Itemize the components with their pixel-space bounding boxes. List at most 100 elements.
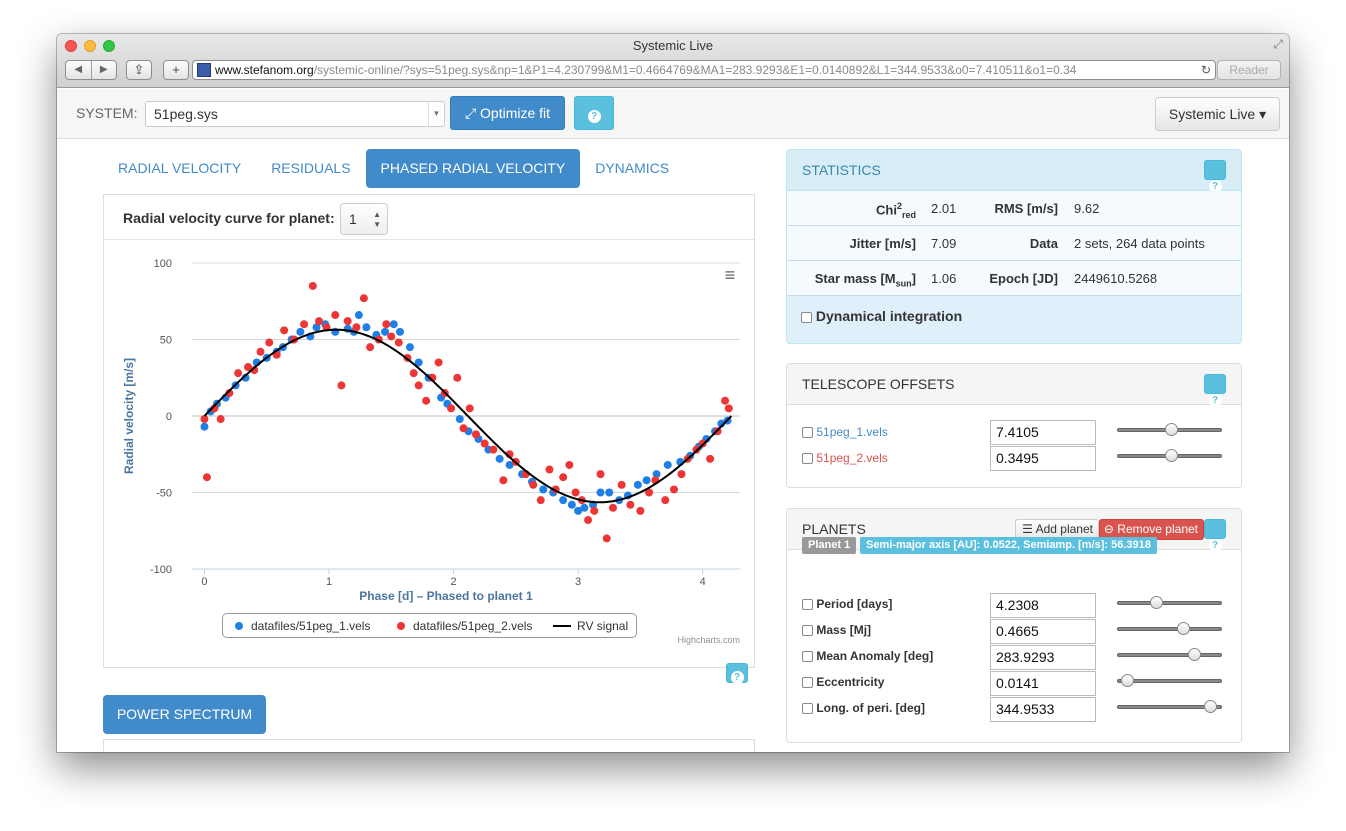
data-point-series-2	[331, 311, 340, 320]
data-point-series-2	[565, 460, 574, 469]
legend-marker-series-1	[235, 622, 243, 630]
highcharts-credit[interactable]: Highcharts.com	[677, 635, 740, 645]
param-checkbox[interactable]	[802, 625, 813, 637]
legend-label-series-1[interactable]: datafiles/51peg_1.vels	[251, 619, 370, 633]
data-point-series-2	[608, 503, 617, 512]
minimize-window-button[interactable]	[84, 40, 96, 52]
slider-handle[interactable]	[1204, 700, 1218, 713]
legend-label-rv-signal[interactable]: RV signal	[577, 619, 628, 633]
data-point-series-1	[354, 311, 363, 320]
share-button[interactable]: ⇪	[126, 60, 152, 80]
param-input[interactable]: 344.9533	[990, 697, 1096, 722]
help-icon: ?	[587, 110, 601, 123]
data-point-series-2	[677, 470, 686, 479]
y-tick-label: -50	[156, 488, 172, 500]
reload-icon[interactable]: ↻	[1200, 63, 1211, 77]
legend-label-series-2[interactable]: datafiles/51peg_2.vels	[413, 619, 532, 633]
tab-radial-velocity[interactable]: RADIAL VELOCITY	[118, 160, 242, 176]
stat-row: Jitter [m/s] 7.09 Data 2 sets, 264 data …	[787, 226, 1241, 261]
param-slider[interactable]	[1117, 596, 1222, 609]
data-point-series-2	[366, 343, 375, 352]
dynamical-integration-checkbox[interactable]: Dynamical integration	[801, 308, 962, 324]
planet-select-value: 1	[349, 211, 357, 227]
data-point-series-2	[459, 424, 468, 433]
magic-wand-icon: ⤢	[464, 105, 477, 121]
data-point-series-2	[394, 338, 403, 347]
optimize-fit-button[interactable]: ⤢ Optimize fit	[450, 96, 565, 130]
new-tab-button[interactable]: +	[163, 60, 189, 80]
systemic-live-menu-button[interactable]: Systemic Live ▾	[1155, 97, 1280, 131]
offset-1-slider[interactable]	[1117, 423, 1222, 436]
slider-handle[interactable]	[1188, 648, 1202, 661]
data-point-series-2	[434, 358, 443, 367]
data-point-series-1	[559, 496, 568, 505]
address-bar[interactable]: www.stefanom.org/systemic-online/?sys=51…	[192, 60, 1216, 80]
slider-handle[interactable]	[1176, 622, 1190, 635]
reader-button[interactable]: Reader	[1217, 60, 1281, 80]
param-slider[interactable]	[1117, 674, 1222, 687]
offset-1-label: 51peg_1.vels	[816, 425, 888, 439]
offset-1-checkbox[interactable]	[802, 427, 813, 439]
param-input[interactable]: 4.2308	[990, 593, 1096, 618]
param-checkbox[interactable]	[802, 703, 813, 715]
param-input[interactable]: 0.0141	[990, 671, 1096, 696]
zoom-window-button[interactable]	[103, 40, 115, 52]
offset-2-checkbox[interactable]	[802, 453, 813, 465]
chart-menu-icon[interactable]: ≡	[725, 265, 736, 285]
y-tick-label: -100	[150, 564, 172, 576]
data-point-series-2	[315, 317, 324, 326]
slider-handle[interactable]	[1164, 423, 1178, 436]
dynamical-row: Dynamical integration	[787, 296, 1241, 341]
chart-help-button[interactable]: ?	[726, 663, 748, 684]
slider-handle[interactable]	[1164, 449, 1178, 462]
param-slider[interactable]	[1117, 648, 1222, 661]
data-point-series-1	[405, 343, 414, 352]
planet-badge: Planet 1	[802, 537, 857, 554]
param-checkbox[interactable]	[802, 651, 813, 663]
data-point-series-2	[422, 396, 431, 405]
param-input[interactable]: 283.9293	[990, 645, 1096, 670]
close-window-button[interactable]	[65, 40, 77, 52]
param-checkbox[interactable]	[802, 677, 813, 689]
param-input[interactable]: 0.4665	[990, 619, 1096, 644]
data-point-series-2	[250, 366, 259, 375]
remove-planet-button[interactable]: ⊖ Remove planet	[1099, 519, 1204, 540]
back-button[interactable]: ◀	[74, 64, 83, 75]
data-point-series-2	[559, 473, 568, 482]
offset-2-input[interactable]: 0.3495	[990, 446, 1096, 471]
system-help-button[interactable]: ?	[574, 96, 614, 130]
site-favicon-icon	[197, 63, 211, 77]
forward-button[interactable]: ▶	[90, 61, 117, 79]
param-slider[interactable]	[1117, 622, 1222, 635]
x-tick-label: 0	[201, 576, 207, 588]
planets-help-button[interactable]: ?	[1204, 519, 1226, 552]
tab-phased-radial-velocity[interactable]: PHASED RADIAL VELOCITY	[365, 149, 581, 188]
data-point-series-2	[584, 516, 593, 525]
slider-handle[interactable]	[1120, 674, 1134, 687]
statistics-help-button[interactable]: ?	[1204, 160, 1226, 193]
tab-residuals[interactable]: RESIDUALS	[271, 160, 351, 176]
offset-2-slider[interactable]	[1117, 449, 1222, 462]
data-point-series-2	[721, 396, 730, 405]
chevron-down-icon: ▼	[428, 102, 444, 126]
fullscreen-icon[interactable]: ⤢	[1273, 37, 1283, 51]
data-point-series-2	[387, 332, 396, 341]
data-point-series-1	[596, 488, 605, 497]
power-spectrum-button[interactable]: POWER SPECTRUM	[103, 695, 266, 734]
stat-chi2-label: Chi2red	[876, 201, 916, 220]
system-select[interactable]: 51peg.sys ▼	[145, 101, 445, 127]
slider-handle[interactable]	[1150, 596, 1164, 609]
param-checkbox[interactable]	[802, 599, 813, 611]
planet-select[interactable]: 1 ▲ ▼	[340, 203, 388, 235]
offsets-help-button[interactable]: ?	[1204, 374, 1226, 407]
data-point-series-2	[265, 338, 274, 347]
data-point-series-1	[642, 476, 651, 485]
param-slider[interactable]	[1117, 700, 1222, 713]
data-point-series-2	[343, 317, 352, 326]
tab-dynamics[interactable]: DYNAMICS	[595, 160, 670, 176]
offset-1-input[interactable]: 7.4105	[990, 420, 1096, 445]
stat-star-mass-value: 1.06	[931, 271, 957, 286]
power-spectrum-panel	[103, 739, 755, 752]
data-point-series-2	[465, 404, 474, 413]
help-icon: ?	[1208, 539, 1222, 552]
